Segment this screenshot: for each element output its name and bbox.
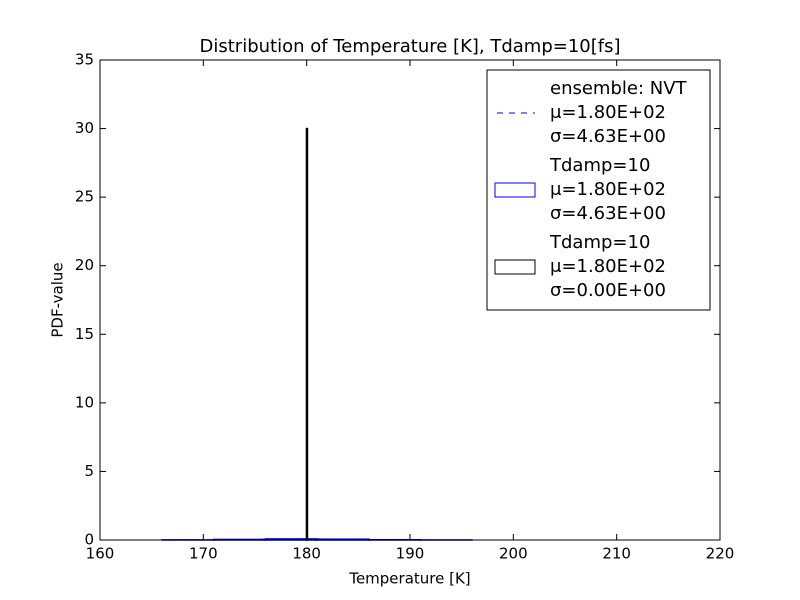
x-tick-label: 170 <box>189 545 218 563</box>
x-tick-label: 160 <box>86 545 115 563</box>
legend-handle <box>494 259 536 275</box>
y-tick-label: 20 <box>75 256 94 274</box>
legend-handle <box>494 182 536 198</box>
chart-title: Distribution of Temperature [K], Tdamp=1… <box>200 36 621 57</box>
x-tick-label: 200 <box>499 545 528 563</box>
y-tick-label: 0 <box>84 531 94 549</box>
y-tick-label: 15 <box>75 325 94 343</box>
y-axis-label: PDF-value <box>49 262 67 337</box>
x-tick-label: 180 <box>292 545 321 563</box>
legend-label: Tdamp=10 μ=1.80E+02 σ=4.63E+00 <box>549 155 666 224</box>
y-tick-label: 30 <box>75 119 94 137</box>
legend-box <box>486 69 711 311</box>
y-tick-label: 35 <box>75 51 94 69</box>
y-tick-label: 25 <box>75 188 94 206</box>
legend-label: Tdamp=10 μ=1.80E+02 σ=0.00E+00 <box>549 232 666 301</box>
x-tick-label: 190 <box>396 545 425 563</box>
y-tick-label: 5 <box>84 462 94 480</box>
x-tick-label: 220 <box>706 545 735 563</box>
legend-label: ensemble: NVT μ=1.80E+02 σ=4.63E+00 <box>550 78 688 147</box>
x-tick-label: 210 <box>602 545 631 563</box>
histogram-bar <box>305 127 309 541</box>
x-axis-label: Temperature [K] <box>348 570 470 588</box>
y-tick-label: 10 <box>75 393 94 411</box>
